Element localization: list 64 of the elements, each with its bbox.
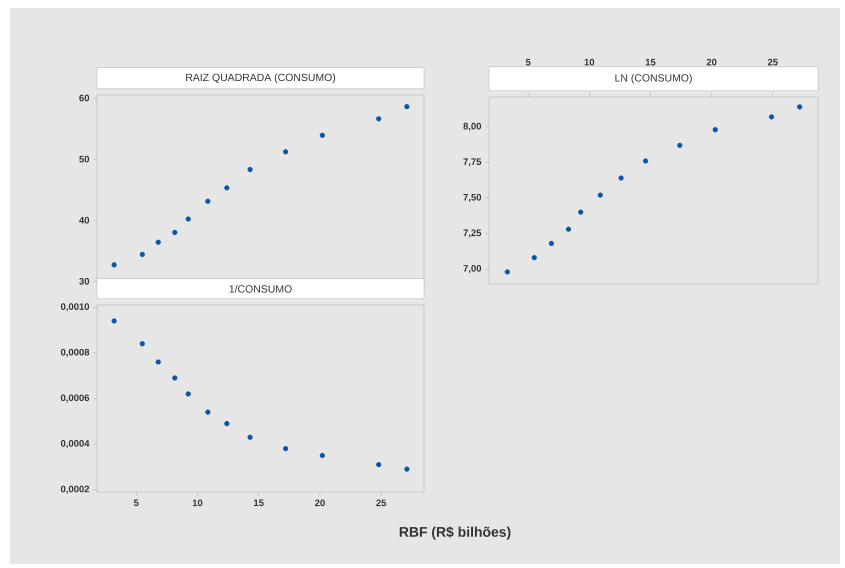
x-tick-label: 5: [526, 58, 531, 66]
x-tick-label: 10: [584, 58, 594, 66]
point: [140, 252, 145, 258]
point: [172, 375, 178, 381]
y-tick-label: 0,0006: [60, 394, 90, 403]
chart-title: 1/CONSUMO: [230, 284, 292, 293]
y-tick-label: 7,50: [463, 194, 482, 202]
x-tick-label: 25: [768, 58, 778, 66]
point: [642, 158, 648, 164]
y-tick-label: 7,25: [463, 229, 482, 238]
y-tick-label: 0,0002: [60, 486, 90, 494]
point: [712, 127, 718, 132]
x-tick-label: 15: [254, 499, 264, 506]
point: [320, 132, 325, 138]
point: [404, 466, 410, 472]
point: [283, 446, 288, 452]
point: [504, 269, 510, 274]
point: [205, 198, 210, 204]
y-tick-label: 0,0004: [60, 440, 90, 448]
point: [248, 434, 253, 440]
y-tick-label: 7,75: [463, 158, 482, 166]
x-tick-label: 5: [134, 499, 139, 506]
y-tick-label: 50: [79, 156, 90, 162]
point: [532, 255, 537, 260]
point: [618, 175, 624, 181]
point: [566, 226, 572, 232]
x-tick-label: 10: [192, 500, 202, 506]
y-tick-label: 0,0008: [60, 348, 90, 357]
y-tick-label: 7,00: [463, 265, 482, 274]
point: [578, 210, 584, 215]
point: [140, 341, 145, 346]
x-tick-label: 25: [376, 500, 386, 506]
point: [224, 185, 230, 190]
point: [205, 410, 210, 415]
x-tick-label: 20: [706, 58, 716, 66]
point: [548, 240, 554, 246]
point: [156, 240, 161, 245]
point: [156, 359, 161, 365]
chart-title: LN (CONSUMO): [615, 74, 692, 84]
point: [797, 104, 802, 110]
x-axis-title: RBF (R$ bilhões): [400, 526, 510, 540]
point: [112, 262, 117, 268]
y-tick-label: 0,0010: [60, 303, 90, 312]
y-tick-label: 8,00: [463, 122, 482, 131]
point: [768, 114, 774, 120]
point: [248, 166, 253, 172]
point: [376, 462, 382, 468]
point: [283, 149, 288, 154]
y-tick-label: 40: [79, 216, 90, 224]
point: [376, 116, 382, 122]
point: [320, 452, 325, 458]
point: [172, 230, 178, 236]
y-tick-label: 30: [79, 278, 90, 285]
point: [224, 420, 230, 426]
point: [112, 318, 117, 324]
x-tick-label: 20: [314, 500, 325, 506]
point: [186, 391, 191, 397]
point: [186, 216, 191, 222]
y-tick-label: 60: [79, 94, 90, 102]
chart-title: RAIZ QUADRADA (CONSUMO): [186, 73, 336, 84]
point: [598, 192, 603, 198]
point: [404, 104, 410, 110]
point: [677, 142, 682, 148]
x-tick-label: 15: [646, 58, 656, 66]
